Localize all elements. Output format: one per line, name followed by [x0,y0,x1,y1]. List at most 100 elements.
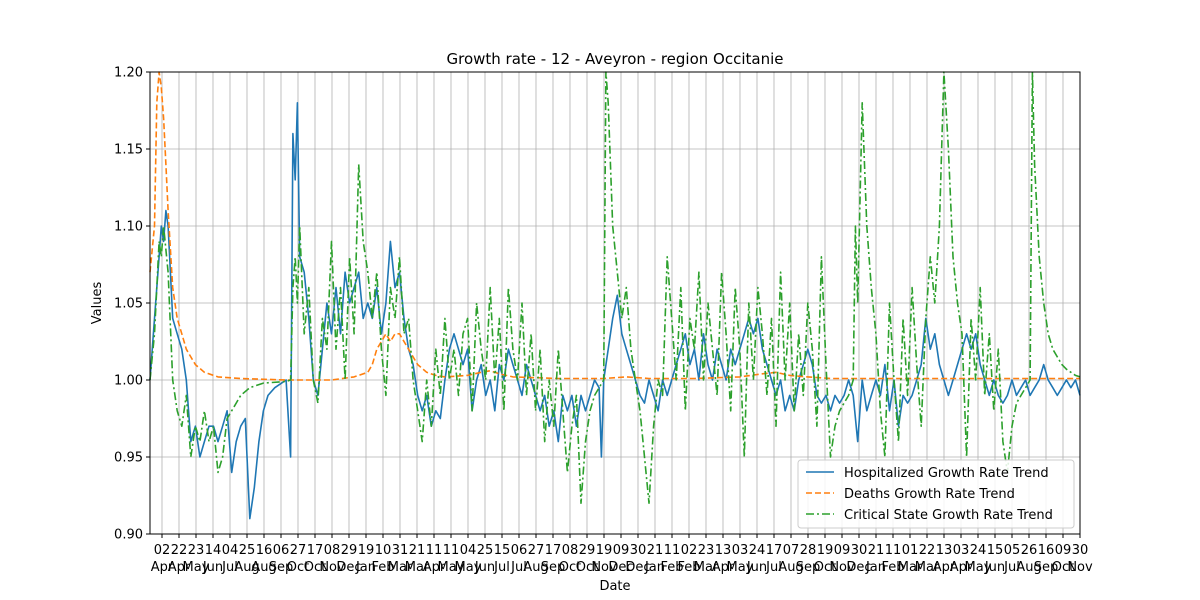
x-tick-label-month: Feb [881,560,904,575]
series-layer [149,71,1081,520]
x-tick-label-day: 19 [358,543,375,558]
x-tick-label-day: 17 [766,543,783,558]
grid [150,71,1081,535]
x-tick-label-month: Feb [677,560,700,575]
x-tick-label-day: 22 [919,543,936,558]
x-tick-label-day: 11 [443,543,460,558]
x-tick-label-month: Mar [898,560,923,575]
x-tick-label-month: Jul [493,560,510,575]
x-tick-label-month: Jul [765,560,782,575]
x-tick-label-day: 22 [171,543,188,558]
x-tick-label-day: 19 [817,543,834,558]
legend-label-3: Critical State Growth Rate Trend [844,508,1053,523]
x-tick-label-day: 21 [647,543,664,558]
x-tick-label-month: Apr [950,560,973,575]
x-tick-label-month: Oct [814,560,836,575]
legend-label-2: Deaths Growth Rate Trend [844,487,1015,502]
x-tick-label-month: Dec [336,560,361,575]
y-axis: 0.90 0.95 1.00 1.05 1.10 1.15 1.20 [114,66,150,543]
x-tick-label-month: Jun [474,560,495,575]
x-tick-label-month: Feb [371,560,394,575]
x-tick-label-day: 03 [953,543,970,558]
x-tick-label-month: Aug [1016,560,1041,575]
x-tick-label-day: 05 [1004,543,1021,558]
x-tick-label-day: 08 [324,543,341,558]
x-tick-label-month: Apr [151,560,174,575]
x-tick-label-day: 29 [341,543,358,558]
x-tick-label-day: 01 [902,543,919,558]
x-tick-label-month: Jun [746,560,767,575]
series-line-3 [149,71,1081,504]
x-tick-label-day: 16 [1038,543,1055,558]
y-tick-label: 1.05 [114,297,143,312]
y-tick-label: 1.15 [114,143,143,158]
x-tick-label-month: Aug [523,560,548,575]
series-line-2 [149,71,1080,381]
x-tick-label-month: Nov [319,560,345,575]
x-tick-label-month: Nov [591,560,617,575]
x-tick-label-day: 27 [528,543,545,558]
x-tick-label-day: 02 [154,543,171,558]
x-tick-label-month: Mar [405,560,430,575]
chart-title: Growth rate - 12 - Aveyron - region Occi… [446,50,783,68]
x-tick-label-month: Apr [423,560,446,575]
x-tick-label-day: 23 [188,543,205,558]
x-tick-label-day: 11 [885,543,902,558]
x-tick-label-month: Sep [1034,560,1059,575]
x-tick-label-day: 24 [970,543,987,558]
series-line-1 [149,102,1081,520]
x-tick-label-month: Aug [234,560,259,575]
x-tick-label-day: 13 [715,543,732,558]
x-tick-label-month: Jul [510,560,527,575]
x-tick-label-day: 26 [1021,543,1038,558]
y-tick-label: 0.95 [114,451,143,466]
y-tick-label: 1.20 [114,66,143,81]
x-tick-label-month: May [455,560,482,575]
x-tick-label-month: Apr [933,560,956,575]
x-tick-label-month: Jan [355,560,376,575]
x-tick-label-month: Oct [576,560,598,575]
x-tick-label-day: 15 [987,543,1004,558]
x-tick-label-day: 11 [664,543,681,558]
x-tick-label-month: Mar [915,560,940,575]
y-tick-label: 1.10 [114,220,143,235]
x-tick-label-day: 09 [834,543,851,558]
x-tick-label-month: Oct [559,560,581,575]
x-tick-label-month: Oct [304,560,326,575]
x-tick-label-month: Dec [608,560,633,575]
x-tick-label-month: Jan [865,560,886,575]
y-axis-label: Values [90,282,105,325]
x-tick-label-day: 25 [477,543,494,558]
x-tick-label-day: 09 [1055,543,1072,558]
x-tick-label-day: 15 [494,543,511,558]
x-tick-label-day: 08 [562,543,579,558]
x-tick-label-month: May [183,560,210,575]
x-tick-label-day: 11 [426,543,443,558]
x-tick-label-day: 04 [460,543,477,558]
x-tick-label-day: 02 [681,543,698,558]
x-tick-label-day: 07 [783,543,800,558]
x-tick-label-month: Dec [625,560,650,575]
x-tick-label-month: May [965,560,992,575]
x-tick-label-day: 30 [1072,543,1089,558]
x-tick-label-day: 24 [749,543,766,558]
x-tick-label-month: Aug [778,560,803,575]
x-tick-label-month: Jun [984,560,1005,575]
x-tick-label-day: 27 [290,543,307,558]
x-tick-label-month: Apr [712,560,735,575]
x-tick-label-day: 21 [868,543,885,558]
x-tick-label-month: Sep [269,560,294,575]
x-tick-label-day: 19 [596,543,613,558]
x-tick-label-month: Sep [541,560,566,575]
x-tick-label-month: Apr [168,560,191,575]
x-tick-label-month: Nov [829,560,855,575]
y-tick-label: 1.00 [114,374,143,389]
x-tick-label-month: May [727,560,754,575]
x-tick-label-month: Aug [251,560,276,575]
x-tick-label-day: 06 [273,543,290,558]
x-tick-label-day: 03 [732,543,749,558]
x-tick-label-month: Mar [694,560,719,575]
x-tick-label-month: Oct [1052,560,1074,575]
x-tick-label-day: 17 [545,543,562,558]
